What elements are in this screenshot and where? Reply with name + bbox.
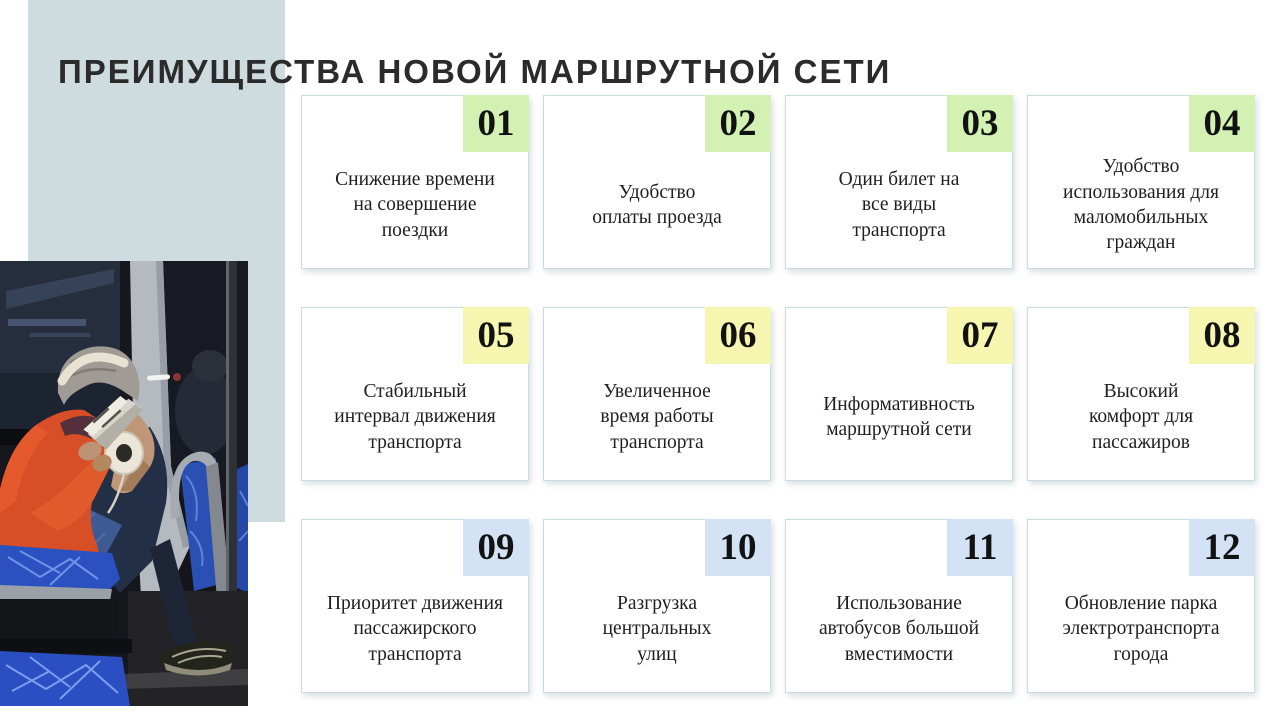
card-text: Снижение времени на совершение поездки	[335, 168, 495, 241]
card-number-badge: 03	[947, 95, 1013, 152]
card-number-badge: 06	[705, 307, 771, 364]
card-text: Стабильный интервал движения транспорта	[334, 380, 496, 453]
card-text: Высокий комфорт для пассажиров	[1088, 380, 1194, 453]
card-number-badge: 08	[1189, 307, 1255, 364]
card-number-badge: 01	[463, 95, 529, 152]
card-number-badge: 10	[705, 519, 771, 576]
benefit-card-04: 04 Удобство использования для маломобиль…	[1027, 95, 1255, 269]
benefit-card-09: 09 Приоритет движения пассажирского тран…	[301, 519, 529, 693]
card-text: Удобство использования для маломобильных…	[1063, 156, 1219, 254]
benefit-card-07: 07 Информативность маршрутной сети	[785, 307, 1013, 481]
card-text: Удобство оплаты проезда	[592, 181, 722, 228]
benefit-card-12: 12 Обновление парка электротранспорта го…	[1027, 519, 1255, 693]
benefit-card-01: 01 Снижение времени на совершение поездк…	[301, 95, 529, 269]
benefit-card-05: 05 Стабильный интервал движения транспор…	[301, 307, 529, 481]
benefit-card-10: 10 Разгрузка центральных улиц	[543, 519, 771, 693]
card-number-badge: 04	[1189, 95, 1255, 152]
card-text: Приоритет движения пассажирского транспо…	[326, 592, 504, 665]
card-number-badge: 11	[947, 519, 1013, 576]
slide-title: ПРЕИМУЩЕСТВА НОВОЙ МАРШРУТНОЙ СЕТИ	[58, 53, 892, 91]
card-number-badge: 12	[1189, 519, 1255, 576]
card-text: Информативность маршрутной сети	[823, 393, 975, 440]
card-number-badge: 05	[463, 307, 529, 364]
benefit-card-03: 03 Один билет на все виды транспорта	[785, 95, 1013, 269]
train-passenger-photo	[0, 261, 248, 706]
benefit-card-08: 08 Высокий комфорт для пассажиров	[1027, 307, 1255, 481]
benefit-card-02: 02 Удобство оплаты проезда	[543, 95, 771, 269]
benefit-card-11: 11 Использование автобусов большой вмест…	[785, 519, 1013, 693]
card-text: Обновление парка электротранспорта город…	[1062, 592, 1220, 665]
card-number-badge: 07	[947, 307, 1013, 364]
card-number-badge: 09	[463, 519, 529, 576]
card-text: Один билет на все виды транспорта	[838, 168, 960, 241]
card-text: Использование автобусов большой вместимо…	[818, 592, 980, 665]
card-text: Увеличенное время работы транспорта	[600, 380, 714, 453]
photo-seat-under-man	[0, 545, 120, 655]
card-text: Разгрузка центральных улиц	[602, 592, 712, 665]
photo-handrail-pole	[226, 261, 248, 706]
benefit-card-06: 06 Увеличенное время работы транспорта	[543, 307, 771, 481]
benefits-grid: 01 Снижение времени на совершение поездк…	[301, 95, 1257, 693]
card-number-badge: 02	[705, 95, 771, 152]
photo-shoe	[160, 641, 236, 676]
photo-bottom-seat	[0, 639, 132, 706]
photo-passenger	[0, 346, 198, 655]
